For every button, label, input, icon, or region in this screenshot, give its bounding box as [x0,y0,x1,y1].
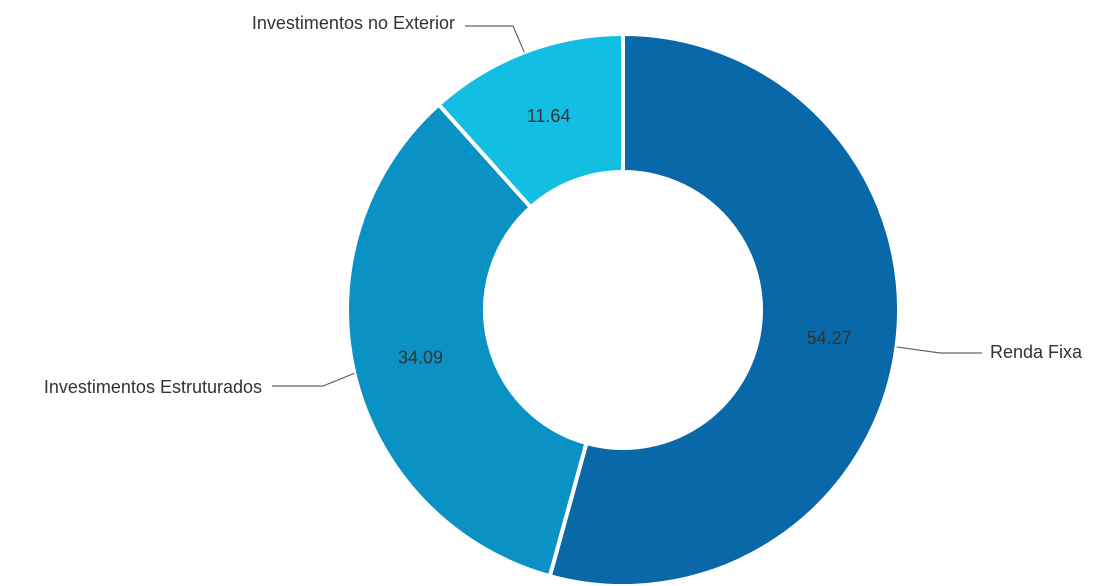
category-labels: Renda Fixa Investimentos Estruturados Inve… [44,13,1083,397]
category-label-renda-fixa: Renda Fixa [990,342,1083,362]
slice-renda-fixa[interactable] [547,32,901,586]
leader-lines [272,25,982,387]
value-label-renda-fixa: 54.27 [807,328,852,348]
leader-line-investimentos-estruturados [272,372,355,387]
value-label-investimentos-no-exterior: 11.64 [527,106,571,126]
category-label-investimentos-estruturados: Investimentos Estruturados [44,377,262,397]
leader-line-renda-fixa [896,346,982,354]
slice-investimentos-estruturados[interactable] [345,102,589,579]
slice-investimentos-no-exterior[interactable] [436,32,625,210]
value-label-investimentos-estruturados: 34.09 [398,348,443,368]
category-label-investimentos-no-exterior: Investimentos no Exterior [252,13,455,33]
leader-line-investimentos-no-exterior [465,25,525,53]
donut-slices [345,32,901,586]
value-labels: 54.27 34.09 11.64 [398,106,852,368]
